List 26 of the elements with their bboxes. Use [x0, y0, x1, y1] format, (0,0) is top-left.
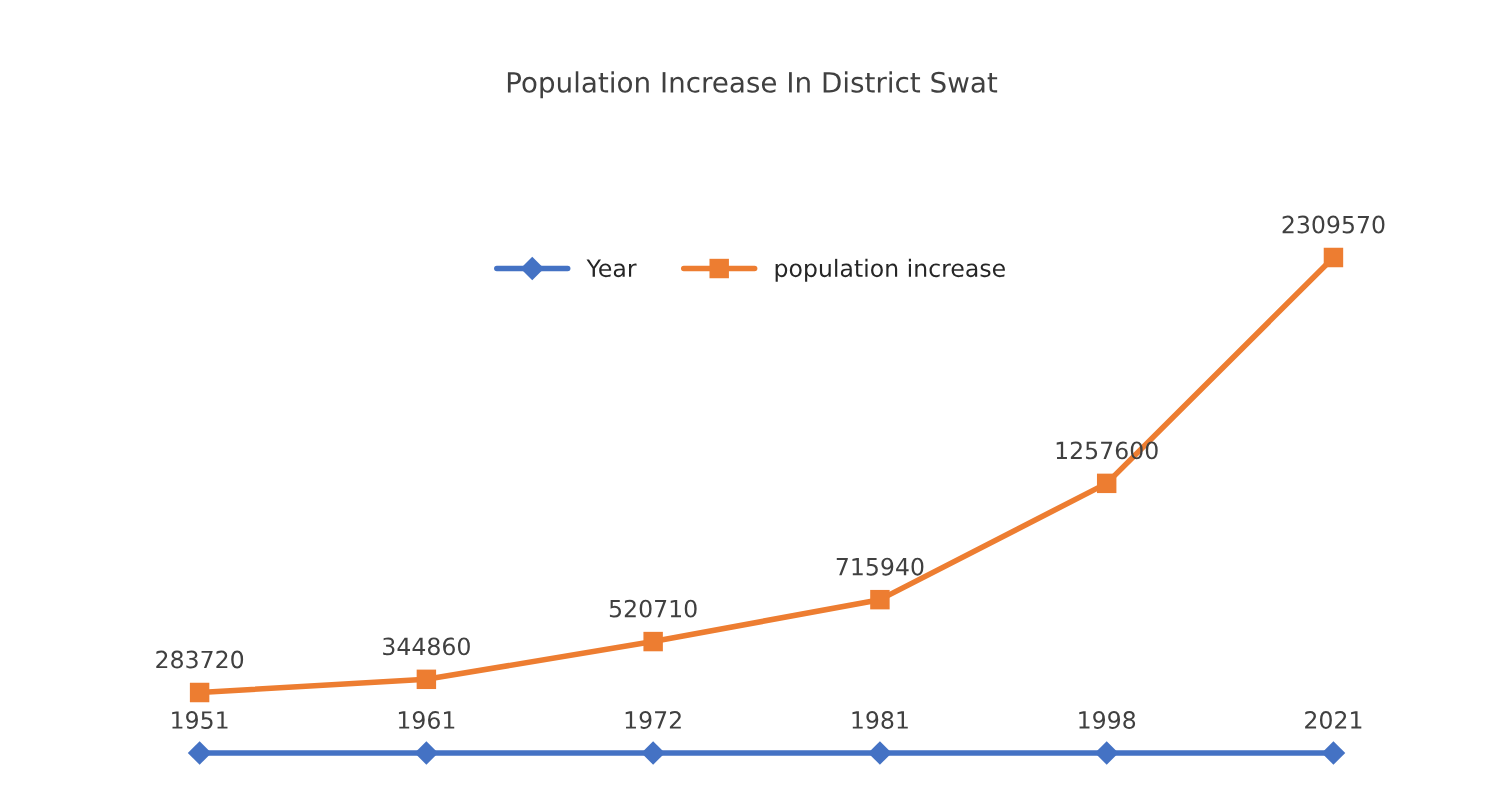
- data-label: 283720: [156, 650, 244, 669]
- point: [1094, 741, 1119, 765]
- point: [187, 741, 212, 765]
- point: [414, 741, 439, 765]
- point: [1323, 247, 1344, 268]
- chart-title: Population Increase In District Swat: [507, 71, 998, 99]
- data-label: 2021: [1305, 711, 1362, 729]
- data-label: 1998: [1079, 711, 1136, 729]
- point: [1321, 741, 1346, 765]
- data-label: 1981: [852, 711, 908, 729]
- point: [641, 741, 665, 765]
- data-label: 715940: [836, 557, 924, 576]
- legend-label: Year: [586, 259, 637, 278]
- point: [870, 589, 890, 610]
- point: [1096, 473, 1117, 494]
- point: [189, 682, 210, 703]
- data-label: 344860: [383, 637, 470, 656]
- legend-label: population increase: [775, 258, 1005, 282]
- point: [416, 669, 437, 690]
- point: [868, 741, 892, 765]
- data-label: 1951: [172, 711, 228, 729]
- data-label: 1972: [625, 711, 681, 729]
- point: [643, 631, 663, 652]
- data-label: 1961: [398, 711, 455, 729]
- data-label: 2309570: [1282, 215, 1385, 234]
- data-label: 520710: [609, 599, 697, 618]
